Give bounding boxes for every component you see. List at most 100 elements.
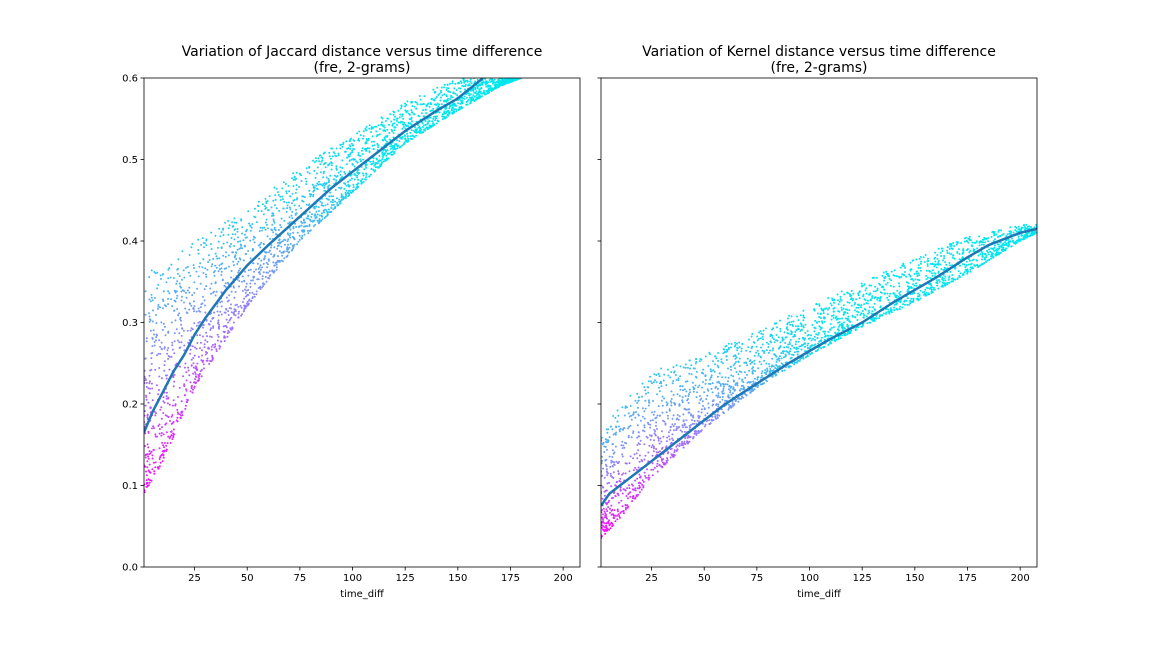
scatter-point xyxy=(454,104,457,107)
scatter-point xyxy=(184,362,187,365)
scatter-point xyxy=(919,269,922,272)
scatter-point xyxy=(681,444,684,447)
scatter-point xyxy=(789,323,792,326)
scatter-point xyxy=(261,277,264,280)
jaccard-chart-subtitle: (fre, 2-grams) xyxy=(314,60,411,76)
scatter-point xyxy=(323,186,326,189)
scatter-point xyxy=(630,483,633,486)
scatter-point xyxy=(228,294,231,297)
scatter-point xyxy=(222,228,224,231)
scatter-point xyxy=(776,326,778,329)
scatter-point xyxy=(163,304,166,307)
scatter-point xyxy=(449,104,452,107)
scatter-point xyxy=(858,297,861,300)
scatter-point xyxy=(769,371,772,374)
scatter-point xyxy=(171,414,174,416)
scatter-point xyxy=(672,414,675,417)
scatter-point xyxy=(176,294,179,297)
scatter-point xyxy=(269,238,272,240)
scatter-point xyxy=(286,248,289,251)
scatter-point xyxy=(324,204,327,207)
scatter-point xyxy=(335,168,338,171)
scatter-point xyxy=(338,186,341,189)
scatter-point xyxy=(1004,241,1007,244)
kernel-chart: Variation of Kernel distance versus time… xyxy=(597,44,1038,600)
scatter-point xyxy=(690,413,692,416)
scatter-point xyxy=(327,208,330,211)
scatter-point xyxy=(170,355,173,358)
scatter-point xyxy=(636,477,639,480)
scatter-point xyxy=(1001,250,1004,253)
scatter-point xyxy=(382,149,385,152)
scatter-point xyxy=(163,360,166,363)
scatter-point xyxy=(734,367,736,370)
scatter-point xyxy=(765,380,768,383)
scatter-point xyxy=(164,414,167,417)
scatter-point xyxy=(161,441,163,444)
scatter-point xyxy=(667,435,670,438)
scatter-point xyxy=(901,306,904,309)
scatter-point xyxy=(810,339,813,342)
scatter-point xyxy=(178,386,181,389)
scatter-point xyxy=(822,312,825,315)
scatter-point xyxy=(391,124,394,127)
scatter-point xyxy=(658,414,661,417)
scatter-point xyxy=(202,242,205,244)
scatter-point xyxy=(226,335,229,338)
scatter-point xyxy=(817,348,819,351)
scatter-point xyxy=(417,131,419,134)
scatter-point xyxy=(814,350,817,353)
scatter-point xyxy=(810,334,812,337)
scatter-point xyxy=(245,289,248,292)
scatter-point xyxy=(707,382,710,385)
scatter-point xyxy=(1004,249,1007,251)
scatter-point xyxy=(267,259,270,262)
scatter-point xyxy=(602,520,605,523)
scatter-point xyxy=(323,211,325,214)
scatter-point xyxy=(313,161,316,164)
scatter-point xyxy=(936,257,939,260)
scatter-point xyxy=(292,172,295,175)
scatter-point xyxy=(303,196,306,199)
scatter-point xyxy=(881,314,884,317)
scatter-point xyxy=(381,161,383,164)
scatter-point xyxy=(508,80,510,83)
scatter-point xyxy=(655,448,658,450)
scatter-point xyxy=(634,466,637,469)
scatter-point xyxy=(283,257,286,260)
scatter-point xyxy=(202,324,205,326)
scatter-point xyxy=(730,343,733,345)
scatter-point xyxy=(171,341,174,344)
scatter-point xyxy=(332,208,335,211)
scatter-point xyxy=(933,263,936,266)
scatter-point xyxy=(611,522,614,525)
scatter-point xyxy=(180,414,183,417)
scatter-point xyxy=(188,291,191,294)
y-tick-label: 0.0 xyxy=(122,563,138,574)
scatter-point xyxy=(672,380,675,382)
scatter-point xyxy=(150,479,153,482)
scatter-point xyxy=(167,303,170,306)
scatter-point xyxy=(457,109,460,111)
scatter-point xyxy=(310,193,313,196)
scatter-point xyxy=(329,174,332,177)
scatter-point xyxy=(276,247,279,250)
scatter-point xyxy=(677,418,680,421)
scatter-point xyxy=(328,179,330,182)
scatter-point xyxy=(866,322,869,325)
scatter-point xyxy=(175,328,178,331)
scatter-point xyxy=(160,432,163,434)
scatter-point xyxy=(270,206,273,209)
scatter-point xyxy=(432,115,435,118)
scatter-point xyxy=(682,446,685,449)
scatter-point xyxy=(771,336,774,339)
scatter-point xyxy=(715,394,718,397)
scatter-point xyxy=(398,146,401,149)
scatter-point xyxy=(887,310,890,313)
scatter-point xyxy=(684,380,687,383)
scatter-point xyxy=(632,412,635,415)
scatter-point xyxy=(275,266,278,269)
scatter-point xyxy=(480,87,483,89)
scatter-point xyxy=(1028,225,1031,228)
